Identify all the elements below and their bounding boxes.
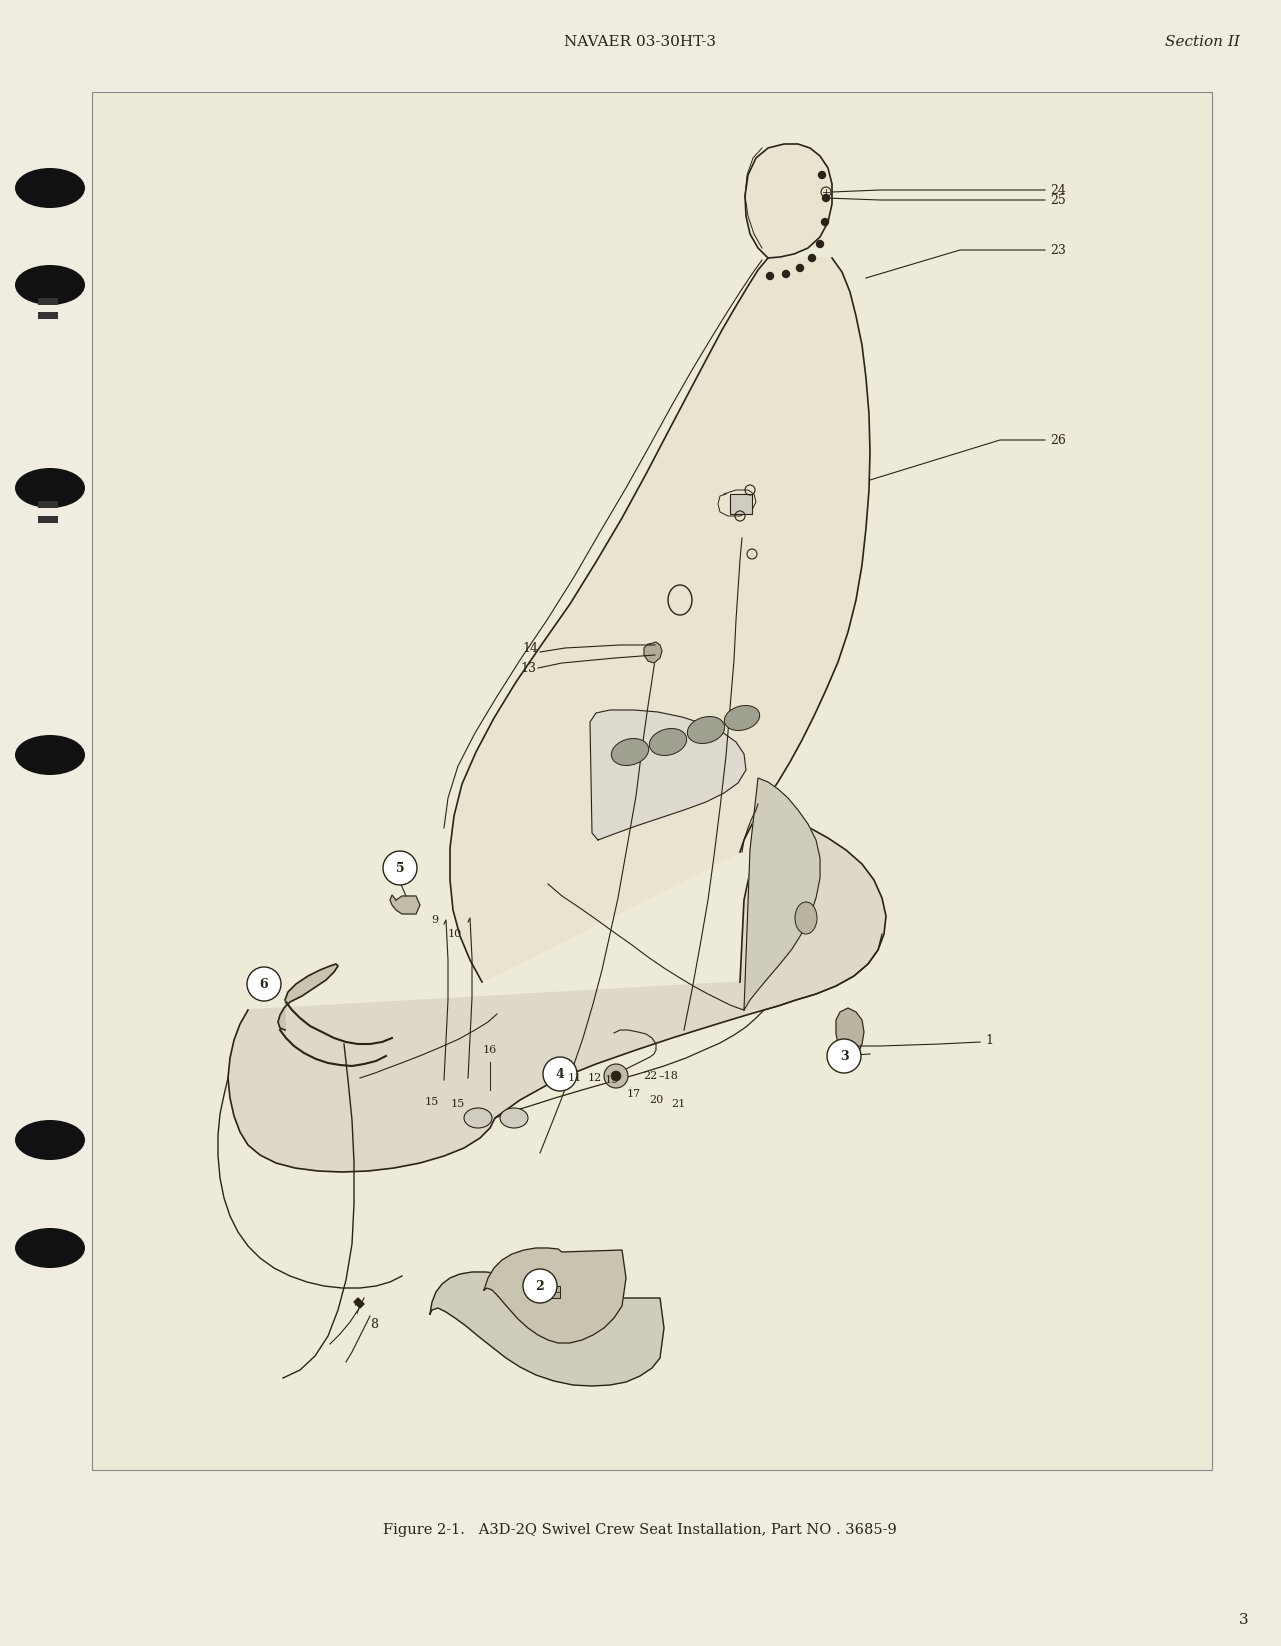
Circle shape: [816, 240, 824, 247]
Ellipse shape: [15, 168, 85, 207]
Ellipse shape: [15, 467, 85, 509]
Circle shape: [766, 273, 774, 280]
Bar: [38, 298, 58, 305]
Polygon shape: [836, 1007, 863, 1070]
Text: 11: 11: [567, 1073, 582, 1083]
Polygon shape: [484, 1248, 626, 1343]
Circle shape: [828, 1039, 861, 1073]
Text: 21: 21: [671, 1100, 685, 1109]
Polygon shape: [744, 779, 820, 1011]
Ellipse shape: [796, 902, 817, 933]
Ellipse shape: [15, 736, 85, 775]
Text: 14: 14: [521, 642, 538, 655]
Text: 19: 19: [605, 1075, 619, 1085]
Bar: [38, 500, 58, 509]
Bar: [542, 1286, 560, 1299]
Ellipse shape: [464, 1108, 492, 1128]
Text: 1: 1: [985, 1034, 993, 1047]
Circle shape: [819, 171, 825, 178]
Ellipse shape: [611, 739, 648, 765]
Circle shape: [808, 255, 816, 262]
Text: 16: 16: [483, 1045, 497, 1055]
Text: 13: 13: [520, 662, 535, 675]
Circle shape: [247, 966, 281, 1001]
Text: 12: 12: [588, 1073, 602, 1083]
Circle shape: [611, 1072, 621, 1081]
Text: 3: 3: [1239, 1613, 1248, 1626]
Text: 10: 10: [448, 928, 462, 938]
Polygon shape: [591, 709, 746, 839]
Polygon shape: [450, 258, 870, 983]
Text: –18: –18: [658, 1072, 678, 1081]
Text: 9: 9: [432, 915, 438, 925]
Circle shape: [821, 219, 829, 226]
Bar: [92, 92, 1212, 1470]
Ellipse shape: [15, 1119, 85, 1160]
Text: Figure 2-1.   A3D-2Q Swivel Crew Seat Installation, Part NO . 3685-9: Figure 2-1. A3D-2Q Swivel Crew Seat Inst…: [383, 1523, 897, 1537]
Text: 5: 5: [396, 861, 405, 874]
Circle shape: [605, 1063, 628, 1088]
Text: 6: 6: [260, 978, 268, 991]
Bar: [38, 313, 58, 319]
Text: Section II: Section II: [1166, 35, 1240, 49]
Text: 2: 2: [535, 1279, 544, 1292]
Polygon shape: [354, 1299, 364, 1309]
Text: NAVAER 03-30HT-3: NAVAER 03-30HT-3: [564, 35, 716, 49]
Text: 17: 17: [626, 1090, 640, 1100]
Ellipse shape: [15, 1228, 85, 1267]
Polygon shape: [228, 810, 886, 1172]
Text: 4: 4: [556, 1068, 565, 1080]
Circle shape: [797, 265, 803, 272]
Circle shape: [383, 851, 418, 886]
Polygon shape: [746, 143, 831, 258]
Bar: [730, 494, 752, 514]
Text: 23: 23: [1050, 244, 1066, 257]
Circle shape: [543, 1057, 576, 1091]
Ellipse shape: [649, 729, 687, 756]
Text: 26: 26: [1050, 433, 1066, 446]
Text: 20: 20: [649, 1095, 664, 1104]
Circle shape: [783, 270, 789, 278]
Ellipse shape: [500, 1108, 528, 1128]
Circle shape: [523, 1269, 557, 1304]
Text: 7: 7: [354, 1304, 363, 1317]
Polygon shape: [644, 642, 662, 663]
Ellipse shape: [724, 706, 760, 731]
Polygon shape: [430, 1272, 664, 1386]
Polygon shape: [278, 965, 338, 1030]
Text: 15: 15: [451, 1100, 465, 1109]
Text: 25: 25: [1050, 194, 1066, 206]
Text: 22: 22: [643, 1072, 657, 1081]
Polygon shape: [389, 895, 420, 914]
Ellipse shape: [688, 716, 725, 744]
Circle shape: [822, 194, 830, 201]
Text: 24: 24: [1050, 183, 1066, 196]
Ellipse shape: [15, 265, 85, 305]
Text: 3: 3: [839, 1050, 848, 1063]
Text: 15: 15: [425, 1096, 439, 1108]
Bar: [38, 515, 58, 523]
Text: 8: 8: [370, 1318, 378, 1332]
